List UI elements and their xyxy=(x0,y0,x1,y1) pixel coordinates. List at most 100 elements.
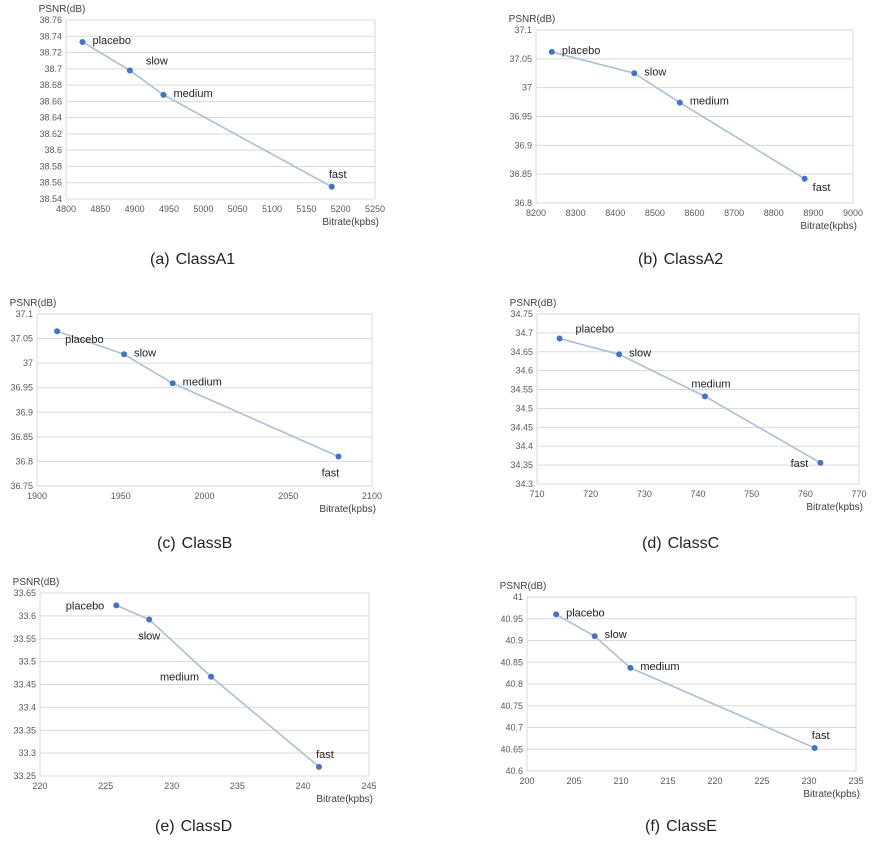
y-tick-label: 37.1 xyxy=(514,25,532,35)
x-tick-label: 8400 xyxy=(605,208,625,218)
data-point-slow xyxy=(121,351,128,358)
y-tick-label: 36.75 xyxy=(10,481,33,491)
data-point-slow xyxy=(591,633,598,640)
y-tick-label: 36.85 xyxy=(509,169,532,179)
caption-name: ClassB xyxy=(181,535,233,552)
y-tick-label: 34.65 xyxy=(510,347,533,357)
data-point-slow xyxy=(126,67,133,74)
x-axis-title: Bitrate(kpbs) xyxy=(806,502,863,513)
chart-class-e: 40.6 40.65 40.7 40.75 40.8 40.85 40.9 40.95 41 20… xyxy=(500,581,864,800)
data-label-placebo: placebo xyxy=(562,45,601,57)
y-tick-label: 40.75 xyxy=(500,701,523,711)
x-tick-label: 225 xyxy=(98,781,113,791)
x-tick-label: 220 xyxy=(32,781,47,791)
x-tick-label: 225 xyxy=(754,776,769,786)
y-tick-label: 40.95 xyxy=(500,614,523,624)
x-tick-label: 8600 xyxy=(684,208,704,218)
data-point-fast xyxy=(811,744,818,751)
x-tick-label: 245 xyxy=(361,781,376,791)
data-label-medium: medium xyxy=(174,88,213,100)
y-tick-label: 40.7 xyxy=(505,723,523,733)
data-point-fast xyxy=(335,453,342,460)
y-tick-label: 38.68 xyxy=(39,80,62,90)
data-label-slow: slow xyxy=(644,66,666,78)
y-axis-title: PSNR(dB) xyxy=(509,14,556,25)
chart-class-a1: 38.54 38.56 38.58 38.6 38.62 38.64 38.66 38.68 3… xyxy=(39,4,385,228)
series-line xyxy=(116,604,320,768)
x-tick-label: 8300 xyxy=(566,208,586,218)
y-tick-label: 37 xyxy=(23,358,33,368)
chart-panel-class-a1: 38.54 38.56 38.58 38.6 38.62 38.64 38.66 38.68 3… xyxy=(0,0,420,280)
x-tick-label: 8800 xyxy=(764,208,784,218)
data-label-slow: slow xyxy=(629,347,651,359)
caption-letter: (e) xyxy=(155,818,175,835)
data-label-fast: fast xyxy=(813,182,831,194)
x-tick-label: 240 xyxy=(296,781,311,791)
y-tick-label: 38.6 xyxy=(44,145,62,155)
chart-class-a2: 36.8 36.85 36.9 36.95 37 37.05 37.1 8200 8300 840… xyxy=(509,14,863,232)
y-tick-label: 38.76 xyxy=(39,15,62,25)
y-tick-label: 34.55 xyxy=(510,385,533,395)
data-point-fast xyxy=(801,175,808,182)
x-tick-label: 235 xyxy=(848,776,863,786)
x-axis-title: Bitrate(kpbs) xyxy=(322,217,379,228)
y-tick-label: 38.54 xyxy=(39,194,62,204)
caption-name: ClassA1 xyxy=(175,251,236,268)
y-tick-label: 36.8 xyxy=(514,198,532,208)
x-tick-label: 220 xyxy=(707,776,722,786)
caption-class-a2: (b) ClassA2 xyxy=(638,251,729,269)
x-tick-label: 4900 xyxy=(125,204,145,214)
caption-name: ClassC xyxy=(667,535,720,552)
y-tick-label: 34.5 xyxy=(515,403,533,413)
data-point-placebo xyxy=(113,602,120,609)
x-tick-label: 710 xyxy=(529,489,544,499)
data-label-placebo: placebo xyxy=(566,607,605,619)
y-tick-label: 33.4 xyxy=(18,702,36,712)
data-label-medium: medium xyxy=(640,661,679,673)
data-label-fast: fast xyxy=(329,169,347,181)
x-tick-label: 4800 xyxy=(56,204,76,214)
x-tick-label: 200 xyxy=(519,776,534,786)
data-point-medium xyxy=(676,99,683,106)
y-tick-label: 33.3 xyxy=(18,748,36,758)
series-line xyxy=(551,51,806,180)
data-label-fast: fast xyxy=(322,468,340,480)
y-tick-label: 37.05 xyxy=(509,54,532,64)
data-label-placebo: placebo xyxy=(65,334,104,346)
data-label-fast: fast xyxy=(812,730,830,742)
x-tick-label: 8200 xyxy=(526,208,546,218)
y-tick-label: 33.35 xyxy=(13,725,36,735)
chart-panel-class-a2: 36.8 36.85 36.9 36.95 37 37.05 37.1 8200 8300 840… xyxy=(444,0,876,280)
y-tick-label: 40.9 xyxy=(505,636,523,646)
x-tick-label: 720 xyxy=(583,489,598,499)
caption-class-a1: (a) ClassA1 xyxy=(150,251,241,269)
caption-letter: (f) xyxy=(645,818,661,835)
y-tick-label: 34.3 xyxy=(515,479,533,489)
y-tick-label: 40.8 xyxy=(505,679,523,689)
y-tick-label: 36.9 xyxy=(15,407,33,417)
y-axis-title: PSNR(dB) xyxy=(10,298,57,309)
data-label-medium: medium xyxy=(183,376,222,388)
data-label-fast: fast xyxy=(316,749,334,761)
y-tick-label: 34.4 xyxy=(515,441,533,451)
y-axis-title: PSNR(dB) xyxy=(13,577,60,588)
x-tick-label: 9000 xyxy=(843,208,863,218)
series-line xyxy=(56,330,339,458)
y-axis-title: PSNR(dB) xyxy=(510,298,557,309)
x-tick-label: 8900 xyxy=(803,208,823,218)
chart-panel-class-e: 40.6 40.65 40.7 40.75 40.8 40.85 40.9 40.95 41 20… xyxy=(444,573,876,843)
data-point-fast xyxy=(328,183,335,190)
x-tick-label: 205 xyxy=(566,776,581,786)
x-tick-label: 5050 xyxy=(228,204,248,214)
y-tick-label: 38.74 xyxy=(39,31,62,41)
data-point-medium xyxy=(701,393,708,400)
chart-panel-class-d: 33.25 33.3 33.35 33.4 33.45 33.5 33.55 33.6 33.6… xyxy=(0,573,420,843)
y-tick-label: 36.95 xyxy=(509,112,532,122)
x-tick-label: 740 xyxy=(690,489,705,499)
data-point-slow xyxy=(616,351,623,358)
caption-class-e: (f) ClassE xyxy=(645,818,723,836)
data-label-slow: slow xyxy=(605,629,627,641)
x-tick-label: 2050 xyxy=(278,491,298,501)
chart-class-c: 34.3 34.35 34.4 34.45 34.5 34.55 34.6 34.65 34.7… xyxy=(510,298,867,513)
x-tick-label: 2000 xyxy=(194,491,214,501)
